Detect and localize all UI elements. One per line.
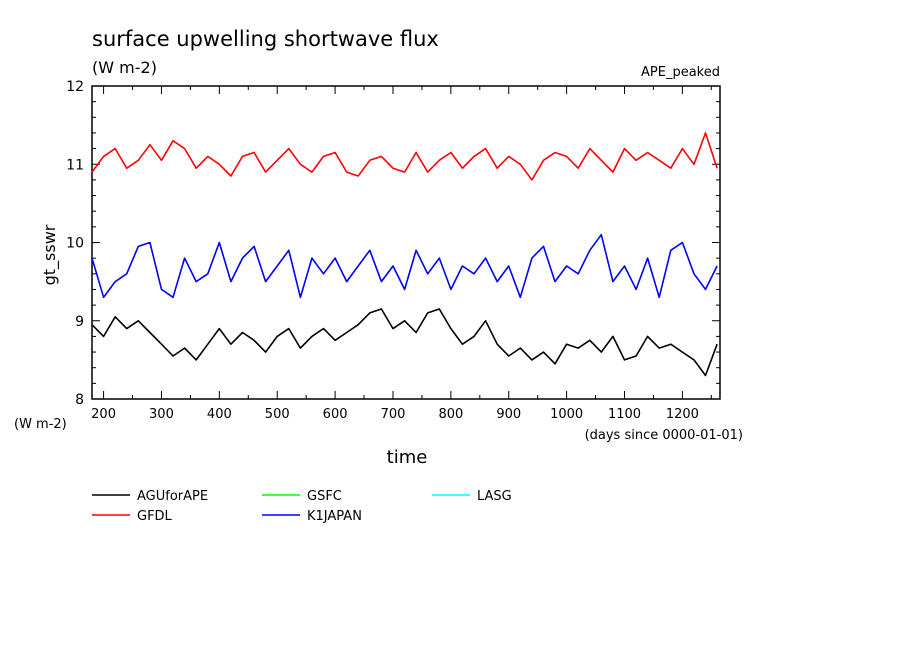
y-tick-label: 9 [75, 314, 84, 330]
x-tick-label: 200 [91, 407, 116, 422]
x-tick-label: 1000 [550, 407, 583, 422]
data-lines [91, 132, 718, 377]
x-tick-label: 1200 [666, 407, 699, 422]
x-tick-label: 300 [149, 407, 174, 422]
title-units: (W m-2) [92, 58, 157, 77]
x-tick-label: 800 [438, 407, 463, 422]
series-line-k1japan [91, 233, 718, 299]
x-axis-title: time [387, 447, 428, 468]
legend-label-gsfc: GSFC [307, 489, 342, 504]
legend: AGUforAPE GSFC LASG GFDL K1JAPAN [92, 489, 512, 524]
x-tick-label: 1100 [608, 407, 641, 422]
series-line-gfdl [91, 132, 718, 181]
chart-title: surface upwelling shortwave flux [92, 27, 439, 51]
x-tick-label: 400 [207, 407, 232, 422]
axis-ticks [92, 85, 720, 400]
x-tick-label: 600 [323, 407, 348, 422]
legend-label-lasg: LASG [477, 489, 512, 504]
legend-label-k1japan: K1JAPAN [307, 509, 362, 524]
experiment-label: APE_peaked [641, 65, 720, 80]
legend-label-gfdl: GFDL [137, 509, 173, 524]
x-tick-label: 500 [265, 407, 290, 422]
y-axis-title: gt_sswr [40, 224, 60, 285]
legend-label-agufor-ape: AGUforAPE [137, 489, 208, 504]
y-tick-label: 8 [75, 392, 84, 408]
y-tick-label: 12 [66, 79, 84, 95]
x-axis-units: (days since 0000-01-01) [585, 428, 743, 443]
y-tick-label: 10 [66, 236, 84, 252]
series-line-aguforape [91, 308, 718, 377]
y-tick-label: 11 [66, 157, 84, 173]
y-axis-units: (W m-2) [14, 417, 67, 432]
x-tick-label: 700 [381, 407, 406, 422]
x-tick-label: 900 [496, 407, 521, 422]
axis-tick-labels: 200 300 400 500 600 700 800 900 1000 1100 1200 8 9 10… [66, 79, 699, 422]
